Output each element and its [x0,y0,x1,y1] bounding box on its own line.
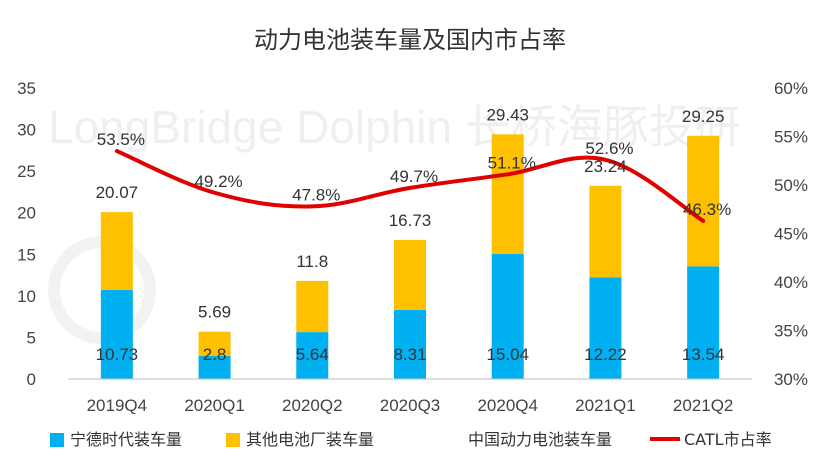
legend-label-total: 中国动力电池装车量 [468,430,612,449]
chart-title: 动力电池装车量及国内市占率 [254,26,566,54]
y-right-tick-2: 40% [774,273,808,292]
label-share-2020Q3: 49.7% [390,167,438,186]
label-total-2020Q1: 5.69 [198,303,231,322]
legend-swatch-catl [50,433,64,447]
bar-catl-2020Q4 [491,253,524,379]
y-right-tick-6: 60% [774,79,808,98]
bar-catl-2019Q4 [100,289,133,379]
label-share-2020Q1: 49.2% [194,172,242,191]
label-catl-2021Q2: 13.54 [682,345,725,364]
bar-other-2020Q3 [394,239,426,310]
y-left-tick-25: 25 [17,162,36,181]
axes-layer: 0 5 10 15 20 25 30 35 30% 35% 40% 45% 50% 55% 60% 2019Q… [17,79,808,415]
label-share-2021Q1: 52.6% [585,139,633,158]
bar-catl-2021Q1 [589,277,622,379]
x-tick-2019Q4: 2019Q4 [87,396,148,415]
bar-other-2020Q1 [198,331,231,356]
x-tick-2020Q3: 2020Q3 [380,396,441,415]
label-total-2019Q4: 20.07 [96,183,139,202]
x-tick-2021Q1: 2021Q1 [575,396,636,415]
watermark-text: LongBridge Dolphin 长桥海豚投研 [48,101,741,153]
y-left-tick-20: 20 [17,204,36,223]
label-catl-2020Q4: 15.04 [486,345,529,364]
label-catl-2019Q4: 10.73 [96,345,139,364]
label-total-2021Q2: 29.25 [682,107,725,126]
bar-catl-2020Q2 [296,332,329,379]
y-left-tick-30: 30 [17,121,36,140]
y-left-tick-35: 35 [17,79,36,98]
legend-label-share: CATL市占率 [684,430,772,449]
data-labels-layer: 10.73 20.07 53.5% 2.8 5.69 49.2% 5.64 11.8 47.8%… [96,105,732,364]
y-left-tick-5: 5 [27,328,36,347]
legend-label-catl: 宁德时代装车量 [70,430,182,449]
share-line-layer [114,149,706,223]
legend: 宁德时代装车量 其他电池厂装车量 中国动力电池装车量 CATL市占率 [50,430,772,449]
label-total-2020Q4: 29.43 [486,105,529,124]
label-total-2020Q2: 11.8 [296,252,328,271]
bar-other-2020Q4 [491,134,524,254]
bar-catl-2021Q2 [687,266,720,379]
label-catl-2020Q2: 5.64 [296,345,329,364]
x-tick-2021Q2: 2021Q2 [673,396,734,415]
label-share-2021Q2: 46.3% [683,200,731,219]
y-left-tick-0: 0 [27,370,36,389]
y-right-tick-3: 45% [774,225,808,244]
x-tick-2020Q4: 2020Q4 [477,396,538,415]
label-share-2020Q4: 51.1% [488,153,536,172]
bars-layer [100,134,720,379]
x-tick-2020Q2: 2020Q2 [282,396,343,415]
label-total-2020Q3: 16.73 [389,211,432,230]
bar-other-2020Q2 [296,280,329,333]
label-share-2019Q4: 53.5% [97,130,145,149]
legend-swatch-other [226,433,240,447]
bar-catl-2020Q1 [198,355,231,379]
x-tick-2020Q1: 2020Q1 [184,396,245,415]
label-catl-2020Q3: 8.31 [393,345,426,364]
bar-other-2021Q1 [589,185,622,278]
bar-other-2021Q2 [687,135,720,267]
y-left-tick-15: 15 [17,245,36,264]
bar-catl-2020Q3 [394,309,426,379]
legend-label-other: 其他电池厂装车量 [246,430,374,449]
y-right-tick-5: 55% [774,128,808,147]
share-line [114,149,706,223]
label-catl-2020Q1: 2.8 [203,345,227,364]
y-right-tick-4: 50% [774,176,808,195]
y-right-tick-1: 35% [774,322,808,341]
label-total-2021Q1: 23.24 [584,157,627,176]
label-share-2020Q2: 47.8% [292,185,340,204]
y-right-tick-0: 30% [774,370,808,389]
y-left-tick-10: 10 [17,287,36,306]
bar-other-2019Q4 [100,212,133,290]
label-catl-2021Q1: 12.22 [584,345,627,364]
